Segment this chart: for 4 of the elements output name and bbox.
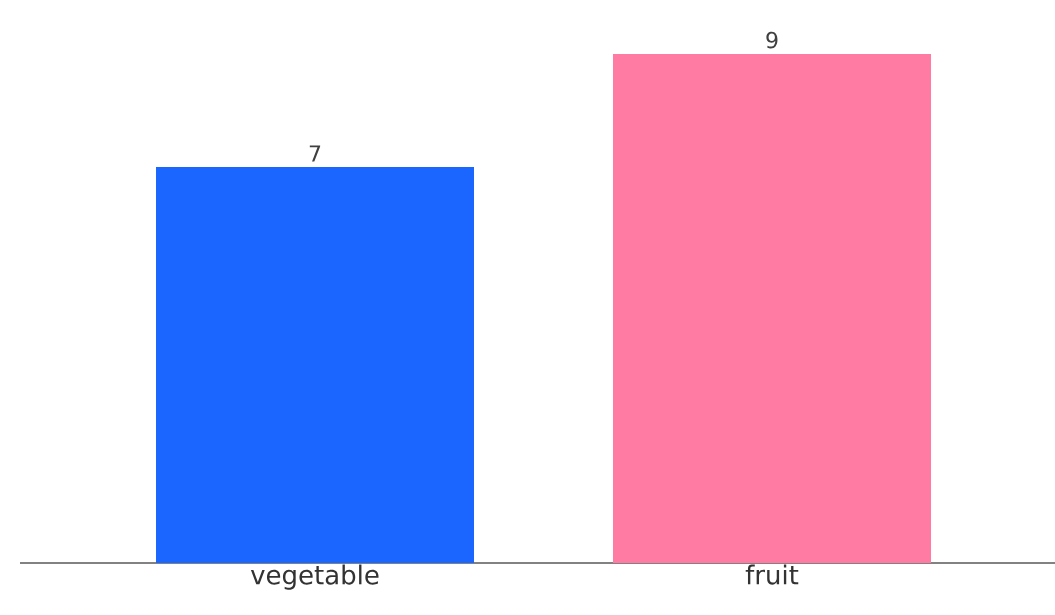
data-label: 7 <box>309 145 321 162</box>
x-tick-label: vegetable <box>250 564 379 590</box>
x-tick-label: fruit <box>745 564 799 585</box>
data-label: 9 <box>766 31 778 49</box>
